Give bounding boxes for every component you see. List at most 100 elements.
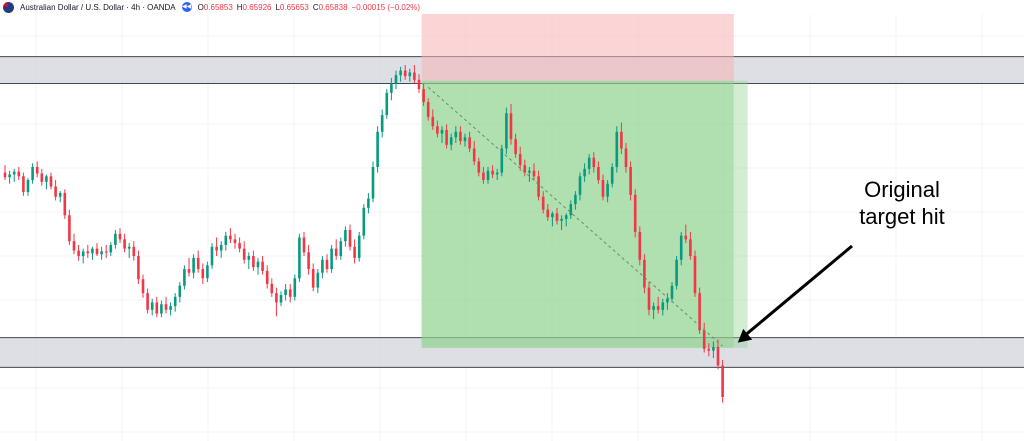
candle-body: [68, 215, 71, 242]
candle-body: [49, 176, 53, 187]
candle-body: [334, 248, 338, 257]
candle-body: [537, 176, 540, 197]
candle-body: [31, 167, 34, 181]
candle-body: [693, 256, 697, 294]
candle-body: [578, 176, 582, 195]
candle-body: [275, 293, 278, 303]
candle-body: [141, 279, 145, 294]
candle-body: [532, 170, 536, 177]
candle-body: [339, 241, 343, 257]
candle-body: [288, 289, 292, 297]
candle-body: [123, 239, 126, 249]
candle-body: [325, 259, 329, 270]
candle-body: [146, 293, 149, 310]
candle-body: [684, 235, 688, 240]
candle-body: [564, 215, 568, 219]
close-value: 0.65838: [318, 2, 348, 12]
candle-body: [597, 167, 600, 181]
candle-body: [155, 302, 159, 314]
currency-flag-icon: [3, 1, 14, 13]
candle-body: [261, 261, 264, 271]
candle-body: [242, 248, 246, 260]
candle-body: [546, 209, 550, 218]
candle-body: [330, 248, 333, 270]
candle-body: [394, 75, 398, 84]
candle-body: [643, 259, 646, 288]
candle-body: [624, 148, 628, 168]
candle-body: [54, 186, 57, 197]
candle-body: [137, 256, 140, 280]
candle-body: [58, 192, 62, 197]
candle-body: [702, 330, 706, 349]
arrow-shaft: [744, 244, 853, 336]
candle-body: [367, 198, 370, 208]
candle-body: [615, 131, 619, 168]
candle-body: [3, 172, 7, 178]
candle-body: [712, 346, 715, 351]
candle-body: [629, 167, 632, 195]
low-value: 0.65653: [279, 2, 309, 12]
candle-body: [210, 246, 214, 266]
candle-body: [422, 89, 425, 103]
candle-body: [150, 302, 154, 310]
candle-body: [495, 172, 499, 175]
candle-body: [169, 306, 172, 310]
candle-body: [307, 252, 310, 270]
candle-body: [293, 278, 297, 297]
annotation-text: Original target hit: [842, 176, 962, 230]
candle-body: [127, 246, 131, 249]
open-value: 0.65853: [203, 2, 233, 12]
candle-body: [555, 213, 559, 221]
candle-body: [385, 92, 389, 116]
candle-body: [413, 72, 416, 80]
candle-body: [298, 237, 301, 279]
candle-body: [408, 72, 412, 77]
candle-body: [215, 246, 218, 251]
annotation-line-2: target hit: [859, 204, 945, 229]
candle-body: [647, 287, 651, 310]
candle-body: [431, 116, 435, 127]
candle-body: [371, 167, 375, 199]
candle-body: [670, 285, 674, 299]
candle-body: [45, 176, 48, 182]
candle-body: [192, 257, 195, 273]
candle-body: [399, 70, 402, 76]
rewind-icon[interactable]: ◀◀: [181, 2, 192, 12]
candle-body: [376, 131, 379, 168]
candle-body: [265, 270, 269, 284]
candle-body: [81, 251, 85, 257]
candle-body: [164, 304, 168, 310]
candle-body: [574, 194, 577, 205]
candle-body: [528, 170, 531, 173]
candle-body: [633, 194, 637, 232]
candle-body: [40, 173, 44, 182]
candle-body: [63, 192, 67, 216]
projection-line: [427, 86, 723, 347]
candle-body: [95, 248, 99, 255]
candle-body: [35, 167, 39, 174]
candle-body: [592, 157, 596, 168]
candle-body: [321, 259, 324, 273]
candle-body: [449, 137, 453, 145]
candle-body: [666, 298, 669, 303]
candle-body: [17, 171, 21, 177]
candle-body: [224, 235, 228, 245]
close-label: C: [312, 2, 319, 12]
symbol-title[interactable]: Australian Dollar / U.S. Dollar · 4h · O…: [20, 2, 176, 12]
candle-body: [132, 246, 136, 257]
candle-body: [316, 272, 320, 288]
candles-layer: [3, 65, 724, 403]
candle-body: [183, 269, 186, 286]
candle-body: [707, 348, 711, 351]
candle-body: [233, 239, 237, 244]
candle-body: [270, 283, 274, 294]
candle-body: [679, 235, 683, 260]
candle-body: [620, 131, 623, 149]
chart-header: Australian Dollar / U.S. Dollar · 4h · O…: [0, 0, 420, 14]
position-tool[interactable]: [421, 14, 748, 348]
candle-body: [417, 79, 421, 90]
candle-body: [362, 207, 366, 236]
candle-body: [541, 196, 545, 210]
candle-body: [353, 246, 356, 258]
